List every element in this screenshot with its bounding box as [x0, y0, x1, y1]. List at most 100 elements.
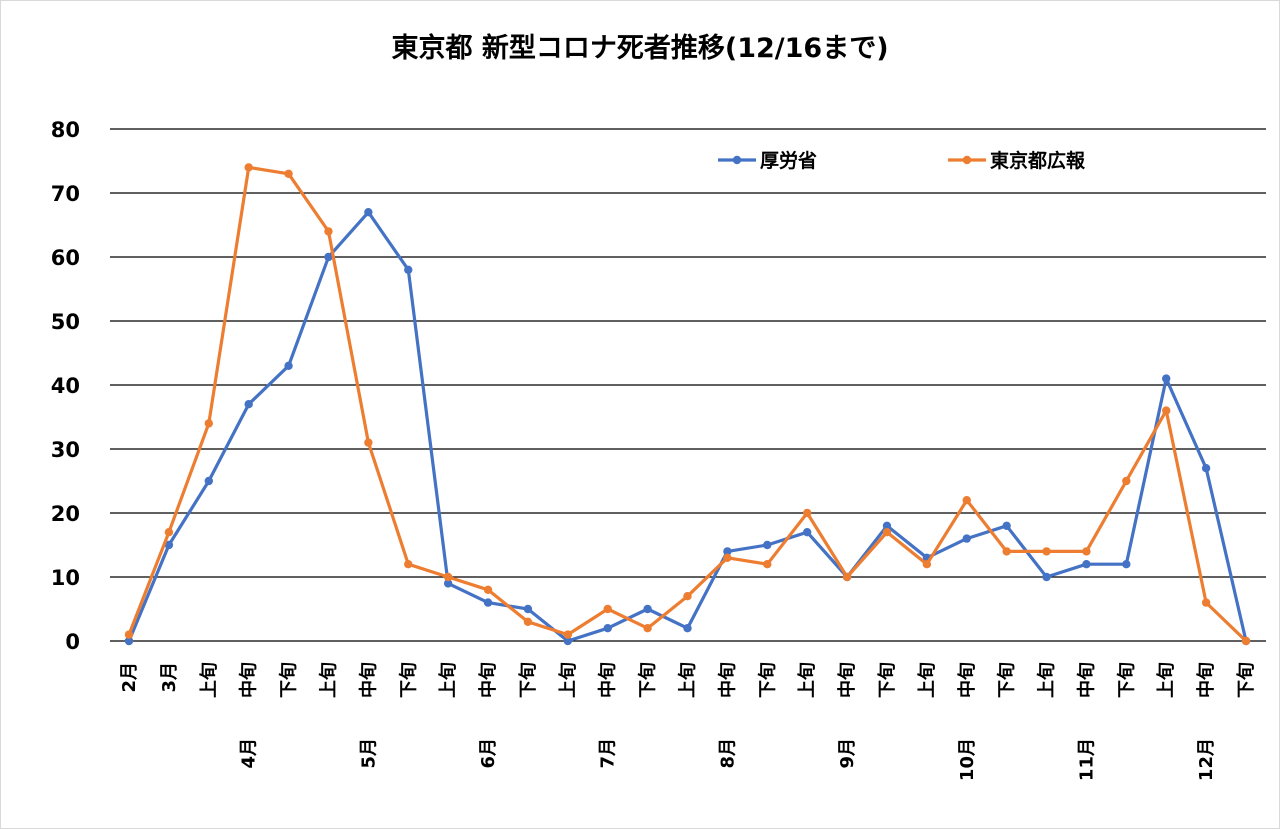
- data-point: [603, 624, 612, 633]
- x-axis-ticks: 2月 3月 上旬 中旬 下旬 上旬 中旬 下旬 上旬 中旬 下旬 上旬 中旬 下旬 上旬 中旬 下旬 上旬 中旬 下旬…: [119, 662, 1257, 698]
- gridlines: [110, 128, 1266, 642]
- data-point: [1082, 560, 1091, 569]
- data-point: [483, 585, 493, 594]
- month-label: 11月: [1076, 738, 1097, 781]
- month-label: 8月: [717, 738, 738, 769]
- x-tick-label: 上旬: [1036, 662, 1058, 698]
- series-lines: [124, 163, 1251, 646]
- legend-marker: [962, 155, 972, 165]
- data-point: [204, 419, 213, 428]
- data-point: [124, 636, 134, 646]
- legend: 厚労省 東京都広報: [718, 149, 1086, 172]
- month-label: 10月: [957, 738, 978, 781]
- x-tick-label: 上旬: [916, 662, 938, 698]
- month-label: 4月: [239, 738, 260, 769]
- legend-marker: [732, 155, 742, 165]
- data-point: [1162, 374, 1171, 383]
- series-0: [124, 208, 1251, 646]
- x-tick-label: 中旬: [238, 662, 260, 698]
- x-tick-label: 下旬: [637, 662, 659, 698]
- data-point: [523, 617, 533, 626]
- y-tick-label: 30: [51, 438, 80, 462]
- data-point: [244, 163, 253, 172]
- y-tick-label: 60: [51, 246, 80, 270]
- series-line: [127, 165, 1248, 643]
- data-point: [563, 630, 573, 639]
- data-point: [1201, 598, 1211, 607]
- data-point: [563, 636, 573, 646]
- data-point: [483, 598, 493, 607]
- data-point: [842, 572, 852, 582]
- data-point: [683, 592, 692, 601]
- data-point: [324, 252, 333, 262]
- x-tick-label: 上旬: [1155, 662, 1177, 698]
- data-point: [404, 265, 413, 274]
- data-point: [643, 604, 652, 614]
- x-tick-label: 下旬: [756, 662, 778, 698]
- data-point: [723, 553, 732, 562]
- x-tick-label: 下旬: [397, 662, 419, 698]
- month-label: 6月: [478, 738, 499, 769]
- x-tick-label: 中旬: [1195, 662, 1217, 698]
- data-point: [1162, 406, 1171, 415]
- x-tick-label: 下旬: [1235, 662, 1257, 698]
- x-tick-label: 2月: [119, 662, 140, 693]
- x-tick-label: 上旬: [437, 662, 459, 698]
- data-point: [443, 579, 453, 588]
- month-label: 7月: [598, 738, 619, 769]
- data-point: [1201, 464, 1211, 473]
- series-1: [124, 163, 1251, 646]
- data-point: [763, 540, 772, 550]
- x-tick-label: 中旬: [836, 662, 858, 698]
- data-point: [922, 560, 932, 569]
- data-point: [364, 438, 373, 447]
- data-point: [603, 604, 612, 614]
- y-tick-label: 0: [65, 630, 80, 654]
- x-tick-label: 下旬: [996, 662, 1018, 698]
- y-tick-label: 20: [51, 502, 80, 526]
- data-point: [1122, 560, 1131, 569]
- y-tick-label: 40: [51, 374, 80, 398]
- month-label: 5月: [358, 738, 379, 769]
- data-point: [1002, 521, 1011, 530]
- data-point: [404, 560, 413, 569]
- y-tick-label: 70: [51, 182, 80, 206]
- month-label: 12月: [1196, 738, 1217, 781]
- data-point: [802, 508, 812, 518]
- data-point: [284, 361, 293, 370]
- x-tick-label: 中旬: [956, 662, 978, 698]
- data-point: [204, 476, 213, 486]
- month-labels: 4月 5月 6月 7月 8月 9月 10月 11月 12月: [239, 738, 1217, 781]
- x-tick-label: 上旬: [317, 662, 339, 698]
- x-tick-label: 中旬: [716, 662, 738, 698]
- data-point: [763, 560, 772, 569]
- data-point: [1042, 572, 1051, 582]
- y-tick-label: 80: [51, 118, 80, 142]
- data-point: [523, 604, 533, 614]
- data-point: [164, 540, 174, 550]
- x-tick-label: 上旬: [198, 662, 220, 698]
- x-tick-label: 下旬: [517, 662, 539, 698]
- x-tick-label: 下旬: [278, 662, 300, 698]
- data-point: [643, 624, 652, 633]
- data-point: [124, 630, 134, 639]
- data-point: [882, 528, 892, 537]
- data-point: [324, 227, 333, 236]
- data-point: [1002, 547, 1011, 556]
- x-tick-label: 3月: [159, 662, 180, 693]
- x-tick-label: 中旬: [1075, 662, 1097, 698]
- x-tick-label: 中旬: [477, 662, 499, 698]
- data-point: [443, 572, 453, 582]
- legend-label: 東京都広報: [990, 149, 1086, 172]
- data-point: [723, 547, 732, 556]
- x-tick-label: 中旬: [357, 662, 379, 698]
- x-tick-label: 下旬: [1115, 662, 1137, 698]
- legend-item: 東京都広報: [948, 149, 1086, 172]
- data-point: [882, 521, 892, 530]
- y-axis-ticks: 0 10 20 30 40 50 60 70 80: [51, 118, 80, 654]
- chart-title: 東京都 新型コロナ死者推移(12/16まで): [391, 33, 889, 64]
- legend-label: 厚労省: [760, 149, 817, 172]
- x-tick-label: 下旬: [876, 662, 898, 698]
